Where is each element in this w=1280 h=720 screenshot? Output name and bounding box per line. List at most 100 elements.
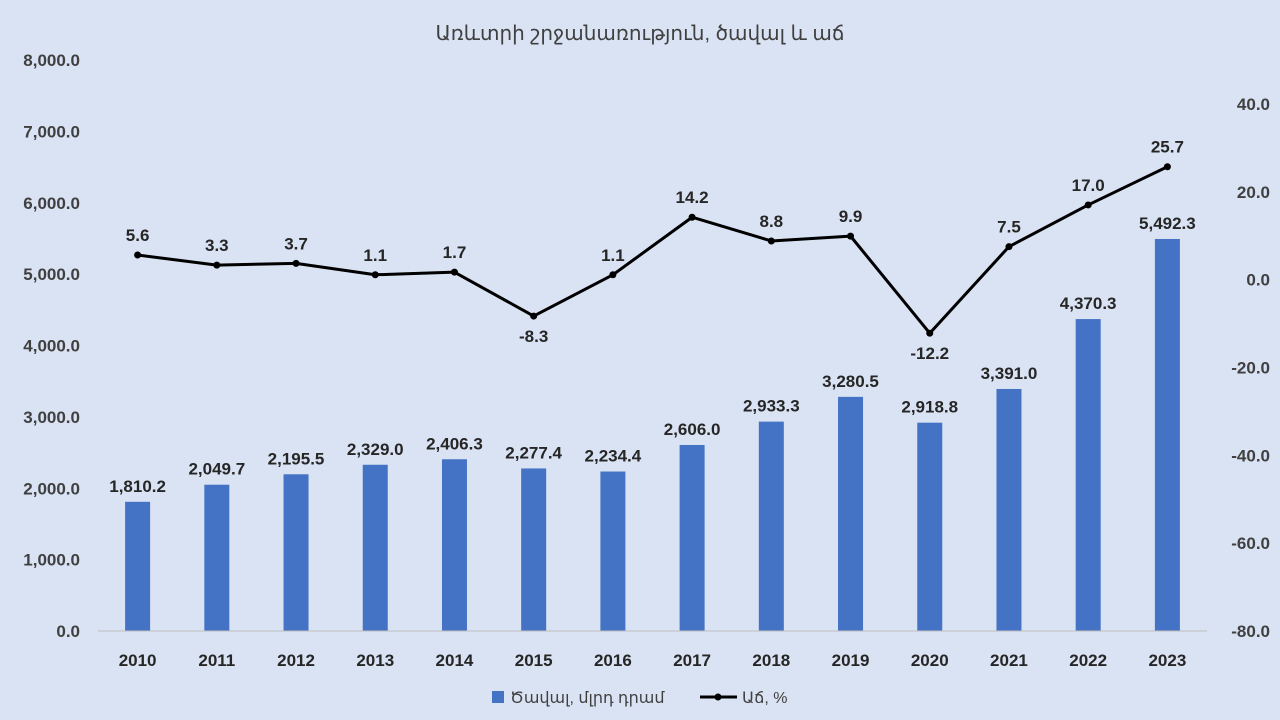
bar-data-label: 3,280.5: [822, 372, 879, 391]
x-axis-tick-label: 2016: [594, 651, 632, 670]
bar-data-label: 2,918.8: [901, 398, 958, 417]
x-axis-tick-label: 2015: [515, 651, 553, 670]
bar: [204, 484, 230, 631]
bar: [362, 464, 388, 631]
line-point: [292, 259, 300, 267]
right-axis-tick-label: -20.0: [1231, 358, 1270, 377]
bar-labels: 1,810.2 2,049.7 2,195.5 2,329.0 2,406.3 2,277…: [109, 214, 1196, 496]
line-point: [609, 271, 617, 279]
bar-data-label: 2,606.0: [664, 420, 721, 439]
line-point: [213, 261, 221, 269]
x-axis-tick-label: 2019: [832, 651, 870, 670]
line-data-label: 3.7: [284, 234, 308, 253]
right-axis-tick-label: 40.0: [1237, 95, 1270, 114]
bar: [758, 421, 784, 631]
line-data-label: -8.3: [519, 327, 548, 346]
bar-data-label: 2,195.5: [268, 449, 325, 468]
bar: [441, 459, 467, 631]
right-axis: -80.0 -60.0 -40.0 -20.0 0.0 20.0 40.0: [1231, 95, 1270, 641]
right-axis-tick-label: -60.0: [1231, 534, 1270, 553]
left-axis-tick-label: 7,000.0: [23, 122, 80, 141]
line-data-label: 3.3: [205, 236, 229, 255]
x-axis-tick-label: 2017: [673, 651, 711, 670]
line-point: [767, 237, 775, 245]
line-point: [450, 268, 458, 276]
bar-data-label: 2,329.0: [347, 440, 404, 459]
growth-line: [137, 165, 1169, 335]
bar-data-label: 2,234.4: [585, 447, 642, 466]
bar: [1154, 238, 1180, 631]
line-series: [134, 163, 1171, 337]
left-axis-tick-label: 1,000.0: [23, 551, 80, 570]
line-labels: 5.6 3.3 3.7 1.1 1.7 -8.3 1.1 14.2 8.8 9.9 -12.2 7.5…: [126, 138, 1184, 363]
line-data-label: 1.1: [601, 246, 625, 265]
x-axis-tick-label: 2018: [752, 651, 790, 670]
line-point: [134, 251, 142, 259]
line-point: [847, 232, 855, 240]
line-point: [1084, 201, 1092, 209]
bar: [600, 471, 626, 631]
bar-data-label: 1,810.2: [109, 477, 166, 496]
line-data-label: 8.8: [760, 212, 784, 231]
line-data-label: 7.5: [997, 218, 1021, 237]
line-point: [1005, 243, 1013, 251]
bar-series: [125, 238, 1180, 631]
x-axis-tick-label: 2020: [911, 651, 949, 670]
line-data-label: 1.1: [363, 246, 387, 265]
line-point: [1163, 163, 1171, 171]
bar-data-label: 2,933.3: [743, 397, 800, 416]
line-point: [530, 312, 538, 320]
bar-data-label: 5,492.3: [1139, 214, 1196, 233]
bar: [917, 422, 943, 631]
bar-data-label: 2,277.4: [505, 443, 562, 462]
x-axis: 2010 2011 2012 2013 2014 2015 2016 2017 2018 2019…: [98, 630, 1207, 670]
x-axis-tick-label: 2010: [119, 651, 157, 670]
legend-marker-growth: [714, 693, 722, 701]
right-axis-tick-label: -40.0: [1231, 446, 1270, 465]
bar-data-label: 2,049.7: [188, 460, 245, 479]
line-data-label: 25.7: [1151, 138, 1184, 157]
legend-label-growth: Աճ, %: [742, 690, 787, 707]
legend-label-volume: Ծավալ, մլրդ դրամ: [510, 690, 665, 707]
x-axis-tick-label: 2022: [1069, 651, 1107, 670]
left-axis-tick-label: 0.0: [56, 622, 80, 641]
line-point: [688, 213, 696, 221]
chart-title: Առևտրի շրջանառություն, ծավալ և աճ: [435, 23, 844, 45]
left-axis-tick-label: 2,000.0: [23, 479, 80, 498]
bar: [838, 396, 864, 631]
bar: [1075, 319, 1101, 631]
left-axis-tick-label: 3,000.0: [23, 408, 80, 427]
right-axis-tick-label: 20.0: [1237, 183, 1270, 202]
right-axis-tick-label: 0.0: [1246, 271, 1270, 290]
bar: [996, 388, 1022, 631]
x-axis-tick-label: 2011: [198, 651, 235, 670]
legend: Ծավալ, մլրդ դրամ Աճ, %: [492, 690, 787, 707]
line-data-label: 1.7: [443, 243, 467, 262]
bar: [521, 468, 547, 631]
bar-data-label: 4,370.3: [1060, 294, 1117, 313]
line-data-label: 5.6: [126, 226, 150, 245]
left-axis-tick-label: 4,000.0: [23, 337, 80, 356]
left-axis-tick-label: 5,000.0: [23, 265, 80, 284]
bar: [125, 501, 151, 631]
right-axis-tick-label: -80.0: [1231, 622, 1270, 641]
left-axis-tick-label: 8,000.0: [23, 51, 80, 70]
line-data-label: 9.9: [839, 207, 863, 226]
line-data-label: -12.2: [910, 344, 949, 363]
bar: [283, 474, 309, 631]
line-data-label: 17.0: [1072, 176, 1105, 195]
x-axis-tick-label: 2013: [356, 651, 394, 670]
x-axis-tick-label: 2023: [1148, 651, 1186, 670]
x-axis-tick-label: 2014: [436, 651, 474, 670]
bar-data-label: 3,391.0: [981, 364, 1038, 383]
left-axis: 0.0 1,000.0 2,000.0 3,000.0 4,000.0 5,000.0 6,…: [23, 51, 80, 641]
x-axis-tick-label: 2021: [990, 651, 1028, 670]
x-axis-tick-label: 2012: [277, 651, 315, 670]
bar: [679, 444, 705, 631]
bar-data-label: 2,406.3: [426, 434, 483, 453]
line-point: [371, 271, 379, 279]
line-data-label: 14.2: [676, 188, 709, 207]
legend-swatch-volume: [492, 691, 504, 703]
